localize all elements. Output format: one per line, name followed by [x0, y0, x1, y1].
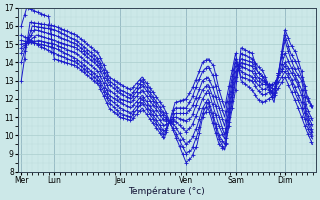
X-axis label: Température (°c): Température (°c) — [129, 186, 205, 196]
